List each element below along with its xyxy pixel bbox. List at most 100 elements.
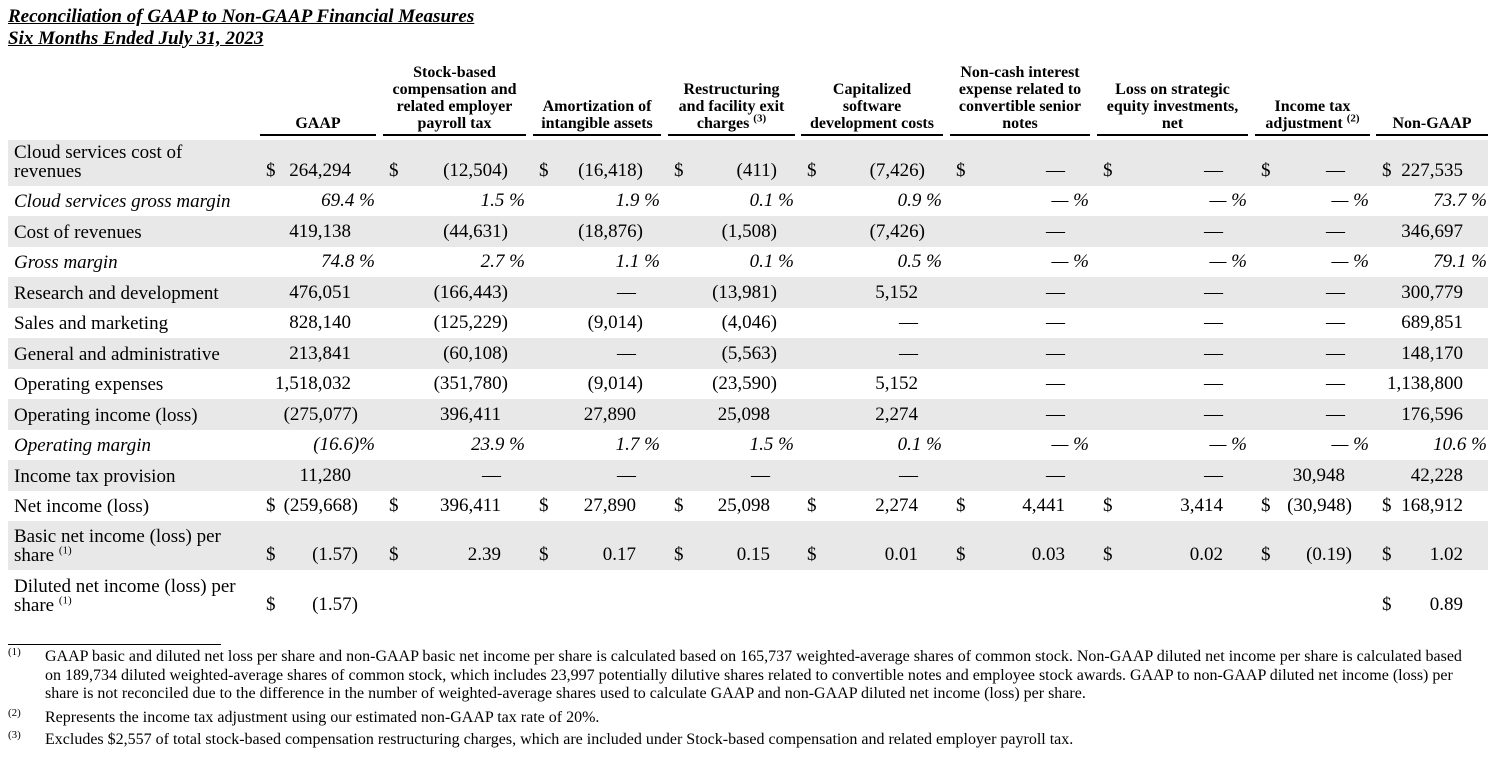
cell-value: (60,108) [443, 343, 508, 364]
row-label-text: Operating income (loss) [14, 405, 198, 426]
column-header-line: notes [1002, 115, 1038, 132]
row-label: Operating income (loss) [14, 406, 254, 425]
currency-symbol: $ [539, 495, 549, 516]
row-label-text: General and administrative [14, 344, 220, 365]
column-header: Restructuring and facility exit charges (3… [668, 81, 795, 132]
cell-value: (44,631) [443, 221, 508, 242]
cell-value: 5,152 [875, 282, 918, 303]
cell-value: (166,443) [433, 282, 508, 303]
column-header: Stock-based compensation and related emplo… [383, 64, 526, 132]
currency-symbol: $ [1261, 495, 1271, 516]
cell-value: 227,535 [1401, 160, 1463, 181]
cell-value: — [1046, 465, 1065, 486]
row-label: Cost of revenues [14, 223, 254, 242]
cell-value: 148,170 [1401, 343, 1463, 364]
row-shading [8, 140, 1488, 186]
cell-value: (1.57) [312, 544, 358, 565]
row-label: Net income (loss) [14, 497, 254, 516]
row-label: Operating margin [14, 436, 254, 455]
header-rule [533, 134, 661, 136]
title: Reconciliation of GAAP to Non-GAAP Finan… [8, 6, 475, 27]
header-rule [383, 134, 526, 136]
cell-value: — % [1209, 434, 1247, 455]
header-rule [260, 134, 376, 136]
currency-symbol: $ [956, 160, 966, 181]
currency-symbol: $ [674, 495, 684, 516]
cell-value: (7,426) [869, 160, 925, 181]
header-rule [1255, 134, 1370, 136]
column-header-line: adjustment (2) [1265, 112, 1360, 132]
cell-value: — [1326, 343, 1345, 364]
cell-value: (1.57) [312, 594, 358, 615]
cell-value: 74.8 % [321, 251, 375, 272]
cell-value: — % [1331, 251, 1369, 272]
cell-value: — [1046, 160, 1065, 181]
row-label: Cloud services cost of revenues [14, 143, 254, 181]
cell-value: 42,228 [1410, 465, 1463, 486]
footnote-rule [8, 644, 221, 645]
cell-value: (259,668) [283, 495, 358, 516]
currency-symbol: $ [807, 495, 817, 516]
cell-value: 419,138 [289, 221, 351, 242]
column-header-line: equity investments, [1106, 98, 1239, 115]
cell-value: 346,697 [1401, 221, 1463, 242]
cell-value: (0.19) [1306, 544, 1352, 565]
cell-value: 213,841 [289, 343, 351, 364]
column-header-line: intangible assets [541, 115, 653, 132]
row-label-text: Cost of revenues [14, 222, 142, 243]
currency-symbol: $ [956, 495, 966, 516]
cell-value: — [482, 465, 501, 486]
column-header-line: software [842, 98, 902, 115]
row-label-text: Operating margin [14, 435, 152, 456]
currency-symbol: $ [807, 544, 817, 565]
row-label: Gross margin [14, 253, 254, 272]
column-header-line: Capitalized [832, 81, 912, 98]
header-rule [950, 134, 1090, 136]
row-label-text: Sales and marketing [14, 313, 169, 334]
footnote-text: GAAP basic and diluted net loss per shar… [45, 648, 1462, 702]
cell-value: 11,280 [299, 465, 351, 486]
currency-symbol: $ [266, 160, 276, 181]
currency-symbol: $ [266, 544, 276, 565]
column-header: GAAP [260, 115, 376, 132]
cell-value: 30,948 [1292, 465, 1345, 486]
cell-value: 2.7 % [480, 251, 525, 272]
cell-value: 1.5 % [749, 434, 794, 455]
column-header-line: Stock-based [413, 64, 496, 81]
cell-value: 1.9 % [615, 190, 660, 211]
cell-value: — [899, 312, 918, 333]
column-header-line: expense related to [958, 81, 1082, 98]
column-header: Non-GAAP [1376, 115, 1488, 132]
cell-value: 396,411 [439, 404, 501, 425]
currency-symbol: $ [1103, 544, 1113, 565]
cell-value: — [1204, 312, 1223, 333]
cell-value: — [1326, 221, 1345, 242]
cell-value: 73.7 % [1433, 190, 1487, 211]
cell-value: (275,077) [283, 404, 358, 425]
cell-value: 4,441 [1022, 495, 1065, 516]
cell-value: 2.39 [467, 544, 501, 565]
row-label-text: Income tax provision [14, 466, 176, 487]
currency-symbol: $ [807, 160, 817, 181]
cell-value: 25,098 [717, 404, 770, 425]
row-label-text: Operating expenses [14, 374, 164, 395]
cell-value: — [1046, 404, 1065, 425]
row-label-text: Net income (loss) [14, 496, 150, 517]
cell-value: 476,051 [289, 282, 351, 303]
cell-value: — % [1209, 251, 1247, 272]
cell-value: — [1046, 312, 1065, 333]
column-header: Non-cash interest expense related to conve… [950, 64, 1090, 132]
footnote-marker: (1) [8, 646, 21, 658]
currency-symbol: $ [266, 495, 276, 516]
cell-value: — [1204, 404, 1223, 425]
cell-value: — % [1331, 190, 1369, 211]
currency-symbol: $ [539, 544, 549, 565]
cell-value: 0.17 [602, 544, 636, 565]
cell-value: — [899, 465, 918, 486]
column-header-line: Restructuring [683, 81, 780, 98]
cell-value: (4,046) [721, 312, 777, 333]
cell-value: 1,518,032 [275, 373, 351, 394]
row-shading [8, 460, 1488, 491]
row-label-text: Cloud services gross margin [14, 191, 231, 212]
cell-value: — % [1331, 434, 1369, 455]
